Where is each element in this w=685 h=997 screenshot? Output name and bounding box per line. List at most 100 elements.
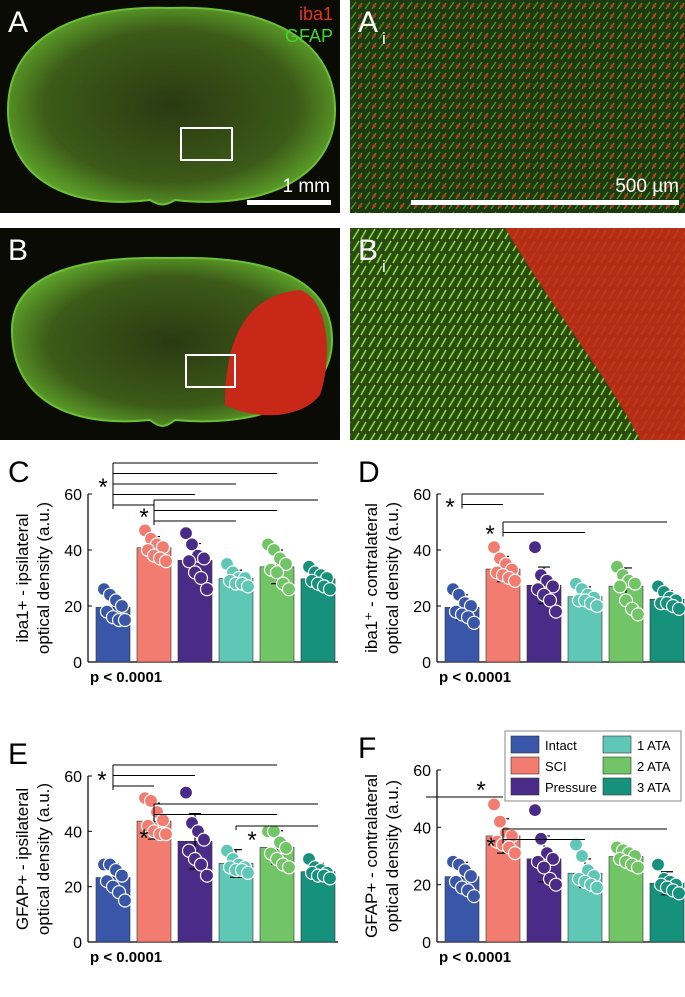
- data-point: [468, 616, 481, 629]
- data-point: [324, 583, 337, 596]
- y-tick-label: 20: [64, 880, 82, 897]
- data-point: [116, 869, 129, 882]
- scale-bar-label: 1 mm: [283, 176, 331, 197]
- panel-letter: D: [358, 456, 380, 489]
- y-tick-label: 60: [64, 769, 82, 786]
- data-point: [283, 583, 296, 596]
- data-point: [201, 869, 214, 882]
- data-point: [632, 608, 645, 621]
- data-point: [632, 861, 645, 874]
- legend-label: Intact: [545, 738, 577, 753]
- data-point: [242, 866, 255, 879]
- y-tick-label: 40: [64, 543, 82, 560]
- y-tick-label: 60: [413, 763, 431, 780]
- p-value: p < 0.0001: [439, 669, 511, 686]
- significance-star: *: [445, 494, 454, 521]
- y-axis-label: optical density (a.u.): [34, 783, 53, 935]
- y-axis-label: optical density (a.u.): [34, 502, 53, 654]
- y-axis-label: iba1⁺ - contralateral: [362, 503, 381, 653]
- legend-label: 1 ATA: [637, 738, 671, 753]
- panel-letter: A: [358, 6, 378, 39]
- data-point: [242, 580, 255, 593]
- significance-star: *: [139, 504, 148, 531]
- panel-letter: C: [8, 456, 30, 489]
- y-tick-label: 40: [64, 824, 82, 841]
- data-point: [198, 552, 211, 565]
- legend-label: 2 ATA: [637, 759, 671, 774]
- legend-label: 3 ATA: [637, 780, 671, 795]
- y-tick-label: 40: [413, 543, 431, 560]
- significance-star: *: [486, 833, 495, 860]
- data-point: [529, 804, 542, 817]
- y-tick-label: 0: [422, 935, 431, 952]
- significance-star: *: [485, 521, 494, 548]
- data-point: [201, 583, 214, 596]
- legend-swatch: [603, 736, 631, 753]
- y-axis-label: GFAP+ - contralateral: [362, 774, 381, 938]
- p-value: p < 0.0001: [90, 669, 162, 686]
- y-tick-label: 0: [73, 935, 82, 952]
- data-point: [280, 841, 293, 854]
- y-tick-label: 60: [413, 487, 431, 504]
- data-point: [673, 602, 685, 615]
- y-tick-label: 0: [422, 655, 431, 672]
- y-axis-label: iba1+ - ipsilateral: [13, 514, 32, 643]
- data-point: [591, 600, 604, 613]
- panel-subscript: i: [382, 29, 386, 48]
- y-tick-label: 0: [73, 655, 82, 672]
- significance-star: *: [247, 827, 256, 854]
- legend-swatch: [511, 757, 539, 774]
- significance-star: *: [97, 767, 106, 794]
- panel-subscript: i: [382, 257, 386, 276]
- stain-label: iba1: [299, 4, 333, 24]
- data-point: [468, 890, 481, 903]
- panel-letter: E: [8, 738, 28, 771]
- significance-star: *: [139, 825, 148, 852]
- legend-swatch: [603, 757, 631, 774]
- data-point: [509, 574, 522, 587]
- data-point: [119, 894, 132, 907]
- y-axis-label: GFAP+ - ipsilateral: [13, 788, 32, 930]
- stain-label: GFAP: [285, 26, 333, 46]
- y-tick-label: 60: [64, 487, 82, 504]
- y-tick-label: 20: [413, 599, 431, 616]
- data-point: [324, 872, 337, 885]
- data-point: [629, 577, 642, 590]
- data-point: [529, 541, 542, 554]
- p-value: p < 0.0001: [439, 949, 511, 966]
- panel-letter: B: [358, 234, 378, 267]
- data-point: [180, 786, 193, 799]
- data-point: [535, 832, 548, 845]
- data-point: [160, 828, 173, 841]
- legend-swatch: [511, 736, 539, 753]
- data-point: [509, 847, 522, 860]
- y-axis-label: optical density (a.u.): [383, 502, 402, 654]
- legend-swatch: [603, 778, 631, 795]
- significance-star: *: [98, 474, 107, 501]
- data-point: [157, 814, 170, 827]
- legend-label: SCI: [545, 759, 567, 774]
- data-point: [160, 555, 173, 568]
- data-point: [119, 614, 132, 627]
- p-value: p < 0.0001: [90, 949, 162, 966]
- data-point: [198, 833, 211, 846]
- micrograph-bi: [350, 228, 685, 440]
- data-point: [488, 798, 501, 811]
- significance-star: *: [476, 777, 485, 804]
- y-tick-label: 20: [413, 878, 431, 895]
- y-tick-label: 20: [64, 599, 82, 616]
- data-point: [614, 580, 627, 593]
- y-axis-label: optical density (a.u.): [383, 780, 402, 932]
- data-point: [576, 850, 589, 863]
- scale-bar-label: 500 µm: [615, 176, 679, 197]
- data-point: [673, 887, 685, 900]
- micrograph-b: [0, 228, 340, 440]
- panel-letter: F: [358, 732, 376, 765]
- data-point: [550, 878, 563, 891]
- data-point: [283, 861, 296, 874]
- panel-letter: B: [8, 234, 28, 267]
- data-point: [591, 881, 604, 894]
- data-point: [465, 870, 478, 883]
- panel-letter: A: [8, 6, 28, 39]
